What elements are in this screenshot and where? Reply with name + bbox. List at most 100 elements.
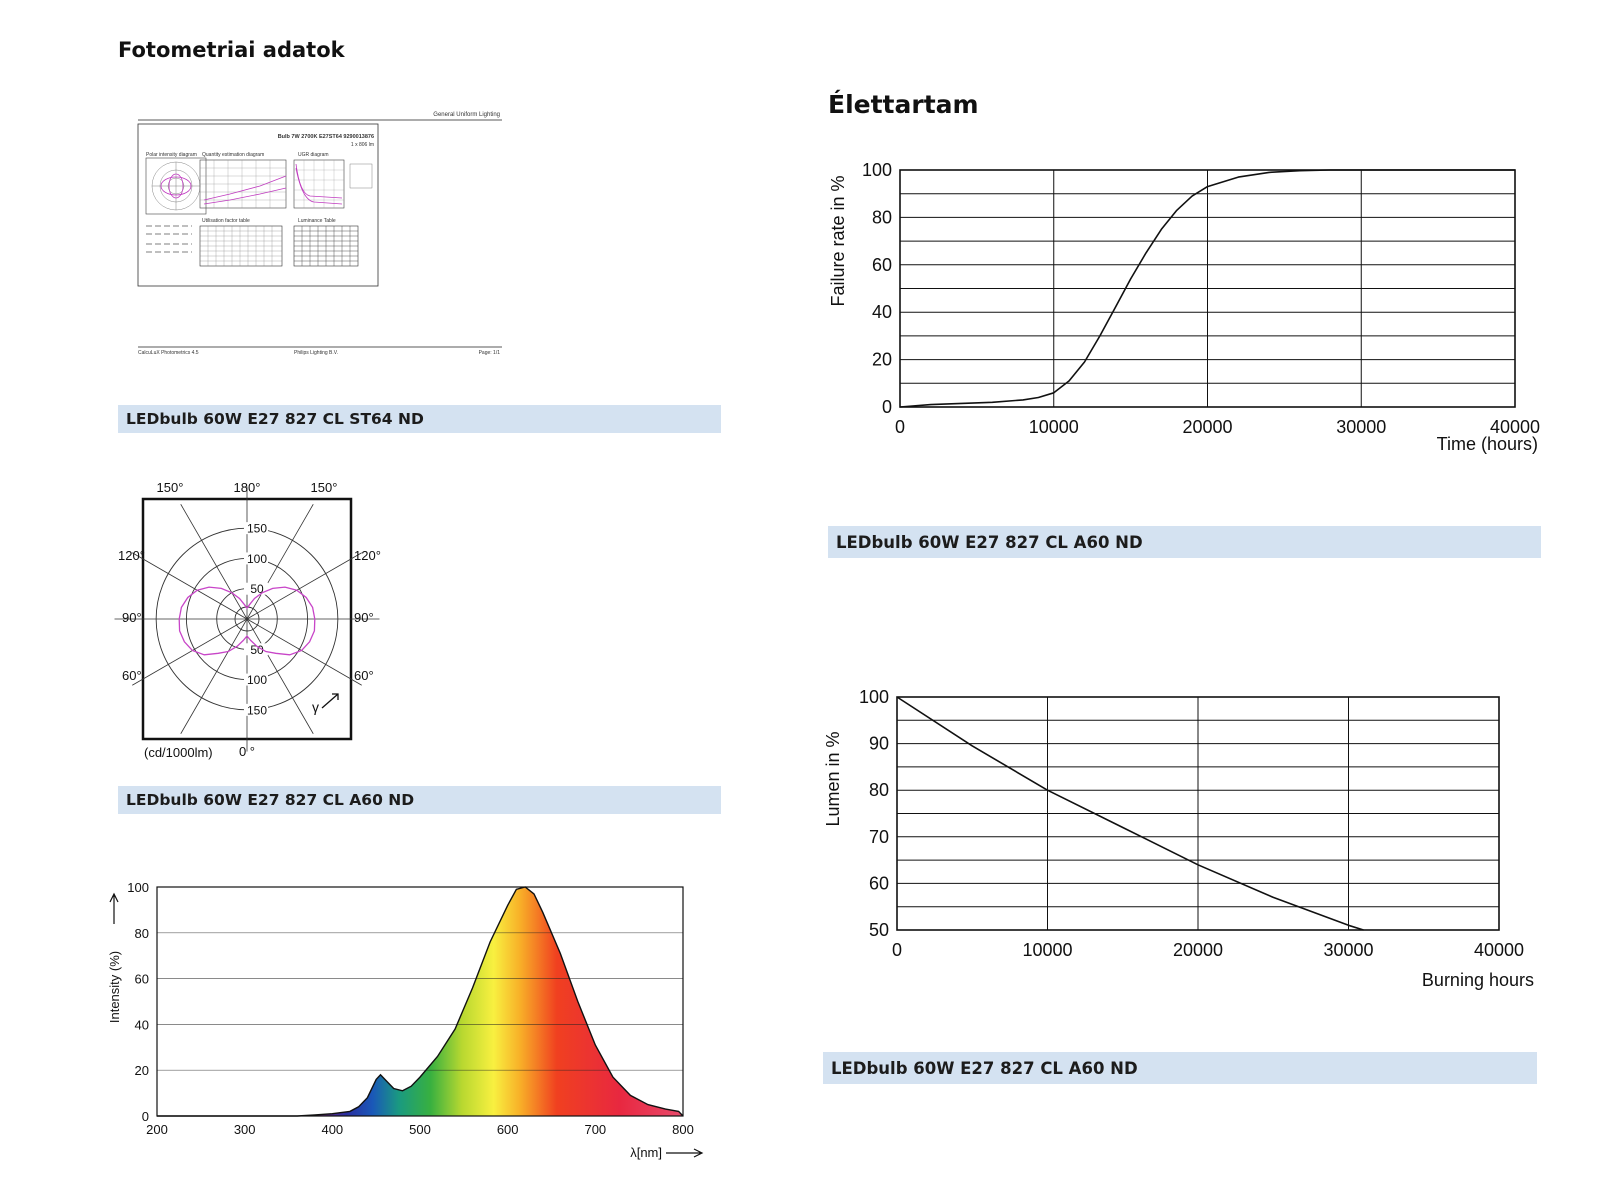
sheet-panel-utilisation: Utilisation factor table [202, 218, 250, 224]
spectrum-ylabel-arrow [109, 892, 119, 924]
ytick-label: 100 [862, 160, 892, 180]
xtick-label: 20000 [1182, 417, 1232, 437]
caption-lumen: LEDbulb 60W E27 827 CL A60 ND [823, 1052, 1537, 1084]
failure-rate-chart: 0 10000 20000 30000 40000 0 20 40 60 80 100 Failur… [828, 160, 1540, 454]
failure-xlabel: Time (hours) [1437, 434, 1538, 454]
polar-unit-label: (cd/1000lm) [144, 745, 213, 760]
sheet-mini-ugr [293, 159, 373, 209]
polar-tick-top: 100 [247, 552, 267, 566]
sheet-mini-info-text [146, 225, 192, 253]
xtick-label: 30000 [1323, 940, 1373, 960]
polar-grid-spoke [132, 552, 362, 686]
sheet-footer-left: CalcuLuX Photometrics 4.5 [138, 350, 199, 356]
sheet-panel-ugr: UGR diagram [298, 152, 329, 158]
spectrum-xtick-label: 500 [409, 1122, 431, 1137]
ytick-label: 80 [869, 780, 889, 800]
polar-tick-bg [244, 703, 268, 716]
ytick-label: 40 [872, 302, 892, 322]
spectrum-ytick-label: 80 [135, 926, 149, 941]
polar-intensity-curve [178, 586, 316, 656]
polar-tick-top: 150 [247, 522, 267, 536]
polar-tick-bg [244, 552, 268, 565]
spectrum-xtick-label: 700 [584, 1122, 606, 1137]
sheet-panel-polar: Polar intensity diagram [146, 152, 197, 158]
ytick-label: 70 [869, 827, 889, 847]
polar-tick-bottom: 150 [247, 703, 267, 717]
lifetime-title: Élettartam [828, 90, 979, 119]
polar-label-top-mid: 180° [234, 480, 261, 495]
spectrum-ytick-label: 100 [127, 880, 149, 895]
polar-label-left-120: 120° [118, 548, 145, 563]
spectrum-curve [157, 886, 684, 1117]
data-curve [899, 169, 1515, 408]
spectrum-ytick-label: 40 [135, 1017, 149, 1032]
lumen-xlabel: Burning hours [1422, 970, 1534, 990]
spectrum-xtick-label: 400 [321, 1122, 343, 1137]
polar-gamma-label: γ [312, 699, 319, 715]
xtick-label: 10000 [1022, 940, 1072, 960]
xtick-label: 20000 [1173, 940, 1223, 960]
plot-frame [899, 169, 1516, 408]
spectrum-xlabel-arrow [666, 1148, 704, 1158]
ytick-label: 90 [869, 734, 889, 754]
polar-label-top-left: 150° [157, 480, 184, 495]
polar-label-left-60: 60° [122, 668, 142, 683]
xtick-label: 40000 [1474, 940, 1524, 960]
polar-tick-bottom: 100 [247, 673, 267, 687]
photometric-sheet: General Uniform Lighting Bulb 7W 2700K E… [137, 112, 502, 356]
polar-label-bottom: 0 ° [239, 744, 255, 759]
sheet-lamp-line: 1 x 806 lm [351, 142, 374, 148]
lumen-ylabel: Lumen in % [823, 731, 843, 826]
ytick-label: 50 [869, 920, 889, 940]
sheet-mini-luminance-table [293, 225, 359, 267]
sheet-mini-quantity [199, 159, 287, 209]
xtick-label: 30000 [1336, 417, 1386, 437]
xtick-label: 40000 [1490, 417, 1540, 437]
sheet-panel-quantity: Quantity estimation diagram [202, 152, 264, 158]
polar-tick-top: 50 [250, 582, 264, 596]
polar-label-left-90: 90° [122, 610, 142, 625]
ytick-label: 60 [872, 255, 892, 275]
photometric-title: Fotometriai adatok [118, 38, 345, 62]
xtick-label: 0 [892, 940, 902, 960]
spectral-power-chart: 0 20 40 60 80 100 200 300 400 500 600 700 800 Intens… [107, 880, 704, 1160]
caption-polar: LEDbulb 60W E27 827 CL A60 ND [118, 786, 721, 814]
ytick-label: 100 [859, 687, 889, 707]
spectrum-ytick-label: 60 [135, 972, 149, 987]
caption-failure: LEDbulb 60W E27 827 CL A60 ND [828, 526, 1541, 558]
spectrum-ytick-label: 20 [135, 1063, 149, 1078]
ytick-label: 80 [872, 207, 892, 227]
caption-photometric-sheet: LEDbulb 60W E27 827 CL ST64 ND [118, 405, 721, 433]
polar-tick-bg [244, 522, 268, 535]
spectrum-xtick-label: 800 [672, 1122, 694, 1137]
data-curve [896, 696, 1364, 931]
polar-label-right-60: 60° [354, 668, 374, 683]
plot-frame [896, 696, 1500, 931]
polar-intensity-chart: 150 150 100 100 50 50 150° 180° 150° 120° 90°… [114, 480, 381, 760]
spectrum-ytick-label: 0 [142, 1109, 149, 1124]
sheet-footer-right: Page: 1/1 [479, 350, 501, 356]
spectrum-xlabel: λ[nm] [630, 1145, 662, 1160]
sheet-mini-polar [145, 157, 207, 215]
polar-gamma-arrow [321, 693, 339, 709]
lumen-maintenance-chart: 0 10000 20000 30000 40000 50 60 70 80 90 100 Lumen… [823, 687, 1534, 990]
ytick-label: 20 [872, 350, 892, 370]
polar-tick-bg [244, 582, 268, 595]
polar-label-top-right: 150° [311, 480, 338, 495]
polar-tick-bg [244, 673, 268, 686]
ytick-label: 60 [869, 873, 889, 893]
failure-ylabel: Failure rate in % [828, 175, 848, 306]
polar-tick-bottom: 50 [250, 643, 264, 657]
sheet-product-line: Bulb 7W 2700K E27ST64 9290013876 [278, 134, 374, 140]
spectrum-plot-frame [156, 886, 684, 1117]
polar-label-right-120: 120° [354, 548, 381, 563]
ytick-label: 0 [882, 397, 892, 417]
sheet-panel-luminance: Luminance Table [298, 218, 336, 224]
xtick-label: 0 [895, 417, 905, 437]
spectrum-white-mask [157, 887, 683, 1116]
sheet-footer-mid: Philips Lighting B.V. [294, 350, 338, 356]
polar-label-right-90: 90° [354, 610, 374, 625]
spectrum-xtick-label: 600 [497, 1122, 519, 1137]
sheet-header-right: General Uniform Lighting [433, 112, 500, 118]
sheet-mini-utilisation-table [199, 225, 283, 267]
